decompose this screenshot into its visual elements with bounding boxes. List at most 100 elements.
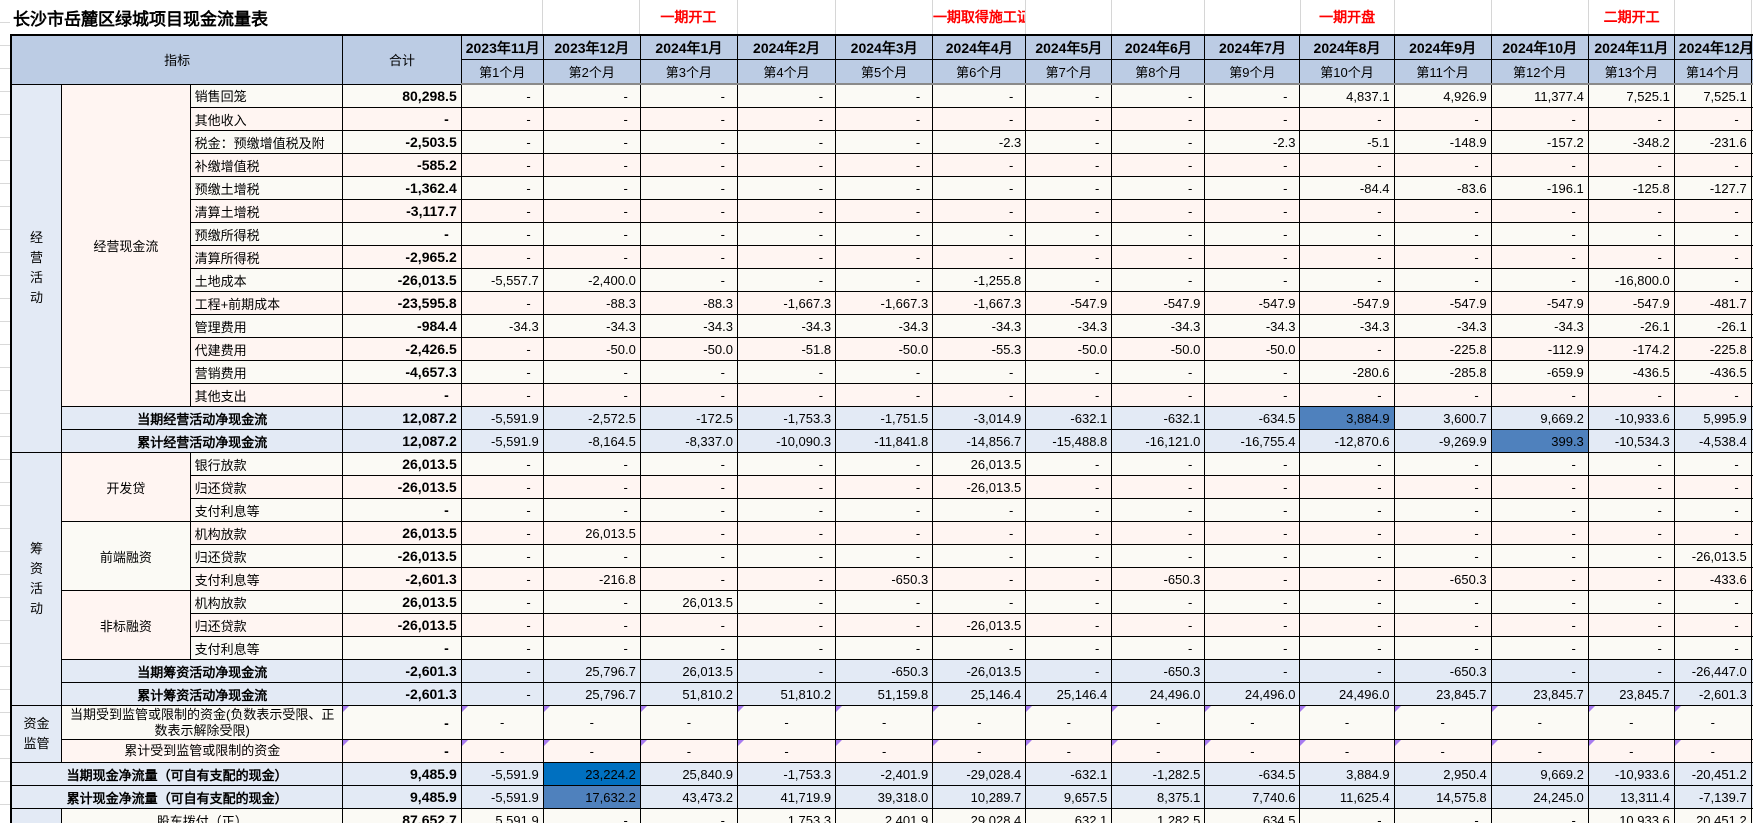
value-cell[interactable]: -: [835, 544, 934, 568]
value-cell[interactable]: -: [1393, 521, 1492, 545]
total-cell[interactable]: 80,298.5: [342, 83, 462, 108]
value-cell[interactable]: -9,269.9: [1393, 429, 1492, 453]
value-cell[interactable]: -: [1111, 705, 1206, 740]
value-cell[interactable]: -10,534.3: [1587, 429, 1675, 453]
value-cell[interactable]: 17,632.2: [542, 785, 641, 809]
value-cell[interactable]: -: [736, 153, 837, 177]
value-cell[interactable]: -: [1111, 245, 1206, 269]
value-cell[interactable]: -83.6: [1393, 176, 1492, 200]
item-label[interactable]: 支付利息等: [189, 636, 344, 660]
value-cell[interactable]: -: [1587, 521, 1675, 545]
value-cell[interactable]: -: [1111, 83, 1206, 108]
milestone-label[interactable]: 二期开工: [1588, 0, 1676, 34]
value-cell[interactable]: -: [1025, 176, 1113, 200]
value-cell[interactable]: -: [460, 83, 544, 108]
section-label[interactable]: [10, 808, 63, 823]
value-cell[interactable]: -: [835, 739, 934, 763]
value-cell[interactable]: -: [1204, 475, 1301, 499]
value-cell[interactable]: -: [932, 222, 1027, 246]
indicator-header[interactable]: 指标: [10, 34, 344, 85]
value-cell[interactable]: -: [1673, 475, 1752, 499]
value-cell[interactable]: -10,933.6: [1587, 406, 1675, 430]
value-cell[interactable]: -: [835, 360, 934, 384]
value-cell[interactable]: -: [835, 222, 934, 246]
value-cell[interactable]: -: [736, 199, 837, 223]
total-cell[interactable]: -: [342, 636, 462, 660]
value-cell[interactable]: -: [835, 498, 934, 522]
value-cell[interactable]: -26,013.5: [932, 475, 1027, 499]
value-cell[interactable]: -: [542, 245, 641, 269]
total-cell[interactable]: 12,087.2: [342, 429, 462, 453]
milestone-label[interactable]: 一期开盘: [1300, 0, 1395, 34]
value-cell[interactable]: -1,753.3: [736, 406, 837, 430]
item-label[interactable]: 归还贷款: [189, 613, 344, 637]
value-cell[interactable]: -: [460, 567, 544, 591]
value-cell[interactable]: -: [542, 360, 641, 384]
value-cell[interactable]: -: [1025, 705, 1113, 740]
value-cell[interactable]: -5.1: [1299, 130, 1395, 154]
value-cell[interactable]: -26.1: [1587, 314, 1675, 338]
value-cell[interactable]: -: [1204, 83, 1301, 108]
value-cell[interactable]: -7,139.7: [1673, 785, 1752, 809]
value-cell[interactable]: -: [1587, 383, 1675, 407]
value-cell[interactable]: -2,400.0: [542, 268, 641, 292]
value-cell[interactable]: -: [639, 107, 738, 131]
value-cell[interactable]: -: [542, 705, 641, 740]
value-cell[interactable]: -: [542, 613, 641, 637]
total-cell[interactable]: -23,595.8: [342, 291, 462, 315]
value-cell[interactable]: -: [1490, 245, 1589, 269]
item-label[interactable]: 补缴增值税: [189, 153, 344, 177]
item-label[interactable]: 支付利息等: [189, 498, 344, 522]
value-cell[interactable]: -: [1025, 222, 1113, 246]
value-cell[interactable]: -: [639, 636, 738, 660]
value-cell[interactable]: -: [835, 521, 934, 545]
summary-label[interactable]: 累计筹资活动净现金流: [61, 682, 344, 706]
value-cell[interactable]: 25,146.4: [932, 682, 1027, 706]
value-cell[interactable]: -8,337.0: [639, 429, 738, 453]
total-cell[interactable]: -26,013.5: [342, 544, 462, 568]
item-label[interactable]: 其他支出: [189, 383, 344, 407]
value-cell[interactable]: -: [835, 107, 934, 131]
value-cell[interactable]: -34.3: [736, 314, 837, 338]
value-cell[interactable]: -: [639, 739, 738, 763]
value-cell[interactable]: -50.0: [542, 337, 641, 361]
value-cell[interactable]: -225.8: [1393, 337, 1492, 361]
empty-cell[interactable]: [460, 0, 544, 34]
value-cell[interactable]: -1,667.3: [835, 291, 934, 315]
value-cell[interactable]: 1,753.3: [736, 808, 837, 823]
period-header[interactable]: 第8个月: [1111, 59, 1206, 85]
value-cell[interactable]: -: [1204, 521, 1301, 545]
value-cell[interactable]: -: [1111, 521, 1206, 545]
value-cell[interactable]: -: [639, 130, 738, 154]
value-cell[interactable]: -88.3: [542, 291, 641, 315]
value-cell[interactable]: -: [1025, 268, 1113, 292]
value-cell[interactable]: -: [1490, 544, 1589, 568]
value-cell[interactable]: -: [639, 544, 738, 568]
month-header[interactable]: 2024年3月: [835, 34, 934, 60]
empty-cell[interactable]: [1674, 0, 1753, 34]
value-cell[interactable]: 24,496.0: [1111, 682, 1206, 706]
item-label[interactable]: 管理费用: [189, 314, 344, 338]
value-cell[interactable]: -: [639, 360, 738, 384]
value-cell[interactable]: -: [1490, 590, 1589, 614]
value-cell[interactable]: -: [736, 245, 837, 269]
value-cell[interactable]: 51,159.8: [835, 682, 934, 706]
group-label[interactable]: 开发贷: [61, 452, 191, 522]
value-cell[interactable]: -: [1490, 498, 1589, 522]
value-cell[interactable]: -: [835, 613, 934, 637]
value-cell[interactable]: -: [1673, 107, 1752, 131]
value-cell[interactable]: -: [1673, 739, 1752, 763]
value-cell[interactable]: -: [1025, 521, 1113, 545]
value-cell[interactable]: -: [932, 245, 1027, 269]
value-cell[interactable]: -: [1490, 659, 1589, 683]
total-cell[interactable]: 9,485.9: [342, 762, 462, 786]
item-label[interactable]: 工程+前期成本: [189, 291, 344, 315]
value-cell[interactable]: -650.3: [1111, 659, 1206, 683]
value-cell[interactable]: -: [542, 383, 641, 407]
value-cell[interactable]: -: [736, 739, 837, 763]
value-cell[interactable]: -: [835, 475, 934, 499]
value-cell[interactable]: -16,755.4: [1204, 429, 1301, 453]
value-cell[interactable]: -433.6: [1673, 567, 1752, 591]
value-cell[interactable]: 26,013.5: [639, 590, 738, 614]
value-cell[interactable]: -632.1: [1025, 762, 1113, 786]
